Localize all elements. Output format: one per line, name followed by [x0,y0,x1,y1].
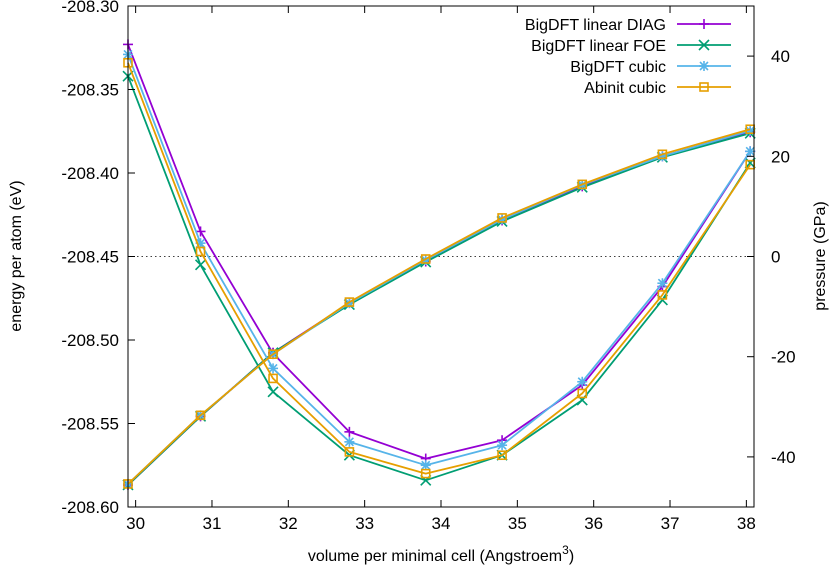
pressure-point [497,213,507,223]
legend-label: BigDFT cubic [570,59,666,76]
y-right-tick-label: -20 [771,348,796,367]
x-tick-label: 31 [203,514,222,533]
pressure-line [127,131,751,486]
y-left-axis-label: energy per atom (eV) [8,180,25,331]
energy-point [657,278,668,289]
ticks-layer: 30 31 32 33 34 35 36 37 38 -208.30 -208.35 -208.40 -… [61,0,795,533]
energy-point [577,376,588,387]
y-left-tick-label: -208.45 [61,248,119,267]
y-left-tick-label: -208.40 [61,164,119,183]
energy-point [344,436,355,447]
energy-point [267,386,279,398]
energy-line [127,54,751,467]
x-axis-label: volume per minimal cell (Angstroem3) [308,543,574,565]
energy-point [344,447,355,457]
y-left-tick-label: -208.50 [61,331,119,350]
series-layer [122,39,756,491]
legend-marker [699,82,709,92]
x-tick-label: 34 [432,514,451,533]
pressure-point [577,179,588,190]
pressure-point [268,349,278,359]
pressure-line [127,132,751,486]
energy-point [344,426,355,437]
energy-point [497,440,508,451]
energy-point [420,460,431,471]
y-right-axis-label: pressure (GPa) [812,201,829,310]
energy-point [420,468,431,479]
legend-label: BigDFT linear DIAG [525,17,666,34]
y-left-tick-label: -208.55 [61,415,119,434]
y-right-tick-label: 0 [771,248,780,267]
y-left-tick-label: -208.30 [61,0,119,16]
energy-point [268,373,278,384]
x-tick-label: 38 [737,514,756,533]
series-3 [123,49,756,489]
energy-point [268,363,279,374]
energy-point [577,388,588,399]
legend: BigDFT linear DIAG BigDFT linear FOE BigDF… [525,17,731,97]
pressure-point [195,410,206,421]
x-axis-label-main: volume per minimal cell (Angstroem [308,548,562,565]
series-1 [123,39,756,490]
x-axis-label-sup: 3 [562,543,569,557]
x-tick-label: 33 [355,514,374,533]
energy-point [195,226,206,237]
legend-label: BigDFT linear FOE [531,38,666,55]
legend-label: Abinit cubic [584,80,666,97]
legend-marker [699,19,709,29]
legend-marker [698,39,710,51]
pressure-point [420,254,431,264]
y-left-tick-label: -208.35 [61,81,119,100]
x-tick-label: 35 [508,514,527,533]
legend-marker [699,61,709,71]
y-right-tick-label: 40 [771,47,790,66]
pressure-line [127,128,751,485]
x-tick-label: 32 [279,514,298,533]
energy-point [497,450,507,461]
y-right-tick-label: 20 [771,147,790,166]
y-right-tick-label: -40 [771,448,796,467]
energy-point [195,246,206,257]
energy-line [127,62,751,475]
pressure-point [657,149,668,160]
x-tick-label: 37 [661,514,680,533]
x-tick-label: 36 [584,514,603,533]
x-axis-label-suffix: ) [569,548,574,565]
energy-point [194,259,207,271]
x-tick-label: 30 [126,514,145,533]
pressure-point [344,297,355,307]
energy-point [657,290,668,300]
y-left-tick-label: -208.60 [61,498,119,517]
